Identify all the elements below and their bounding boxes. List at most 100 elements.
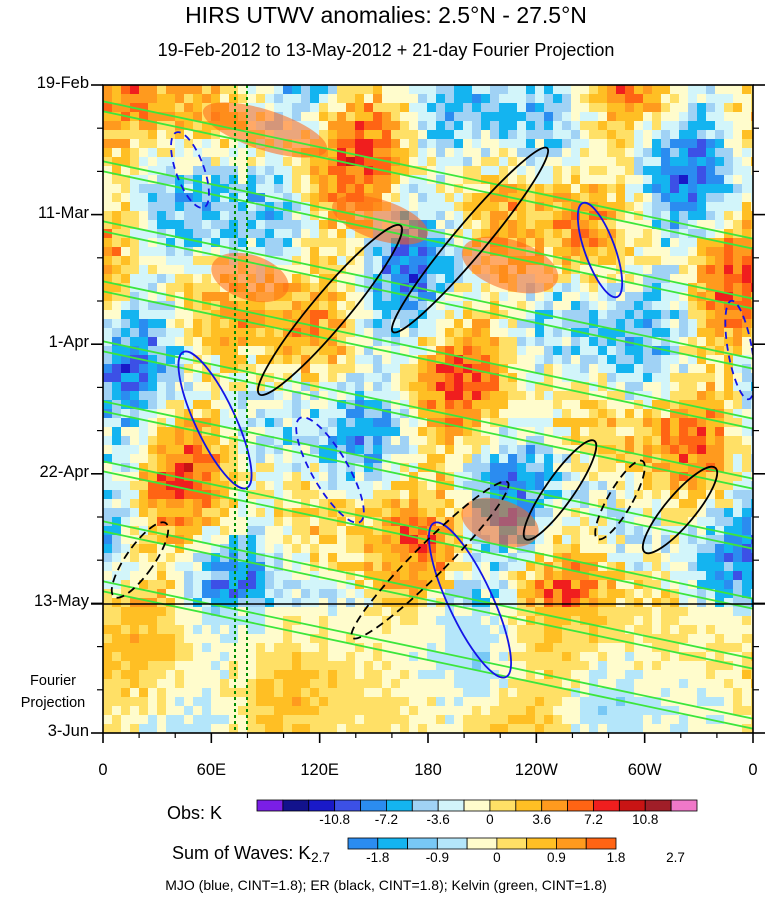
field-cell [454,562,464,572]
field-cell [328,553,338,563]
field-cell [562,112,572,122]
field-cell [184,481,194,491]
field-cell [310,445,320,455]
field-cell [526,355,536,365]
field-cell [724,130,734,140]
field-cell [184,301,194,311]
field-cell [634,175,644,185]
field-cell [301,193,311,203]
field-cell [103,598,113,608]
field-cell [571,517,581,527]
field-cell [148,283,158,293]
field-cell [526,634,536,644]
field-cell [697,652,707,662]
field-cell [508,661,518,671]
field-cell [328,319,338,329]
field-cell [571,229,581,239]
field-cell [310,598,320,608]
field-cell [274,445,284,455]
field-cell [166,427,176,437]
field-cell [418,616,428,626]
field-cell [751,481,753,491]
field-cell [715,598,725,608]
field-cell [751,598,753,608]
field-cell [283,292,293,302]
field-cell [517,445,527,455]
field-cell [103,490,113,500]
field-cell [121,346,131,356]
field-cell [184,454,194,464]
field-cell [625,193,635,203]
field-cell [490,103,500,113]
field-cell [283,544,293,554]
field-cell [625,247,635,257]
field-cell [436,571,446,581]
field-cell [436,346,446,356]
field-cell [526,148,536,158]
field-cell [445,220,455,230]
field-cell [733,220,743,230]
field-cell [220,139,230,149]
field-cell [751,373,753,383]
field-cell [355,139,365,149]
field-cell [337,454,347,464]
field-cell [706,85,716,95]
field-cell [193,220,203,230]
field-cell [292,220,302,230]
field-cell [139,562,149,572]
field-cell [697,148,707,158]
field-cell [643,202,653,212]
field-cell [427,517,437,527]
field-cell [211,184,221,194]
field-cell [706,490,716,500]
field-cell [715,508,725,518]
field-cell [688,616,698,626]
field-cell [373,616,383,626]
field-cell [202,625,212,635]
field-cell [706,193,716,203]
field-cell [679,166,689,176]
field-cell [310,229,320,239]
field-cell [670,112,680,122]
field-cell [607,238,617,248]
field-cell [382,652,392,662]
field-cell [481,121,491,131]
field-cell [310,166,320,176]
field-cell [607,616,617,626]
field-cell [337,166,347,176]
field-cell [409,454,419,464]
field-cell [454,553,464,563]
field-cell [220,202,230,212]
field-cell [571,166,581,176]
field-cell [490,328,500,338]
field-cell [535,229,545,239]
field-cell [382,175,392,185]
field-cell [391,148,401,158]
field-cell [184,580,194,590]
field-cell [238,400,248,410]
field-cell [661,355,671,365]
field-cell [319,535,329,545]
field-cell [463,454,473,464]
field-cell [256,193,266,203]
field-cell [193,382,203,392]
field-cell [553,256,563,266]
field-cell [490,652,500,662]
field-cell [544,418,554,428]
field-cell [643,247,653,257]
field-cell [724,94,734,104]
field-cell [751,616,753,626]
field-cell [148,211,158,221]
field-cell [436,211,446,221]
field-cell [589,607,599,617]
field-cell [274,85,284,95]
field-cell [589,625,599,635]
field-cell [661,157,671,167]
field-cell [211,202,221,212]
field-cell [346,247,356,257]
field-cell [679,562,689,572]
field-cell [373,643,383,653]
field-cell [382,661,392,671]
field-cell [526,598,536,608]
field-cell [508,589,518,599]
